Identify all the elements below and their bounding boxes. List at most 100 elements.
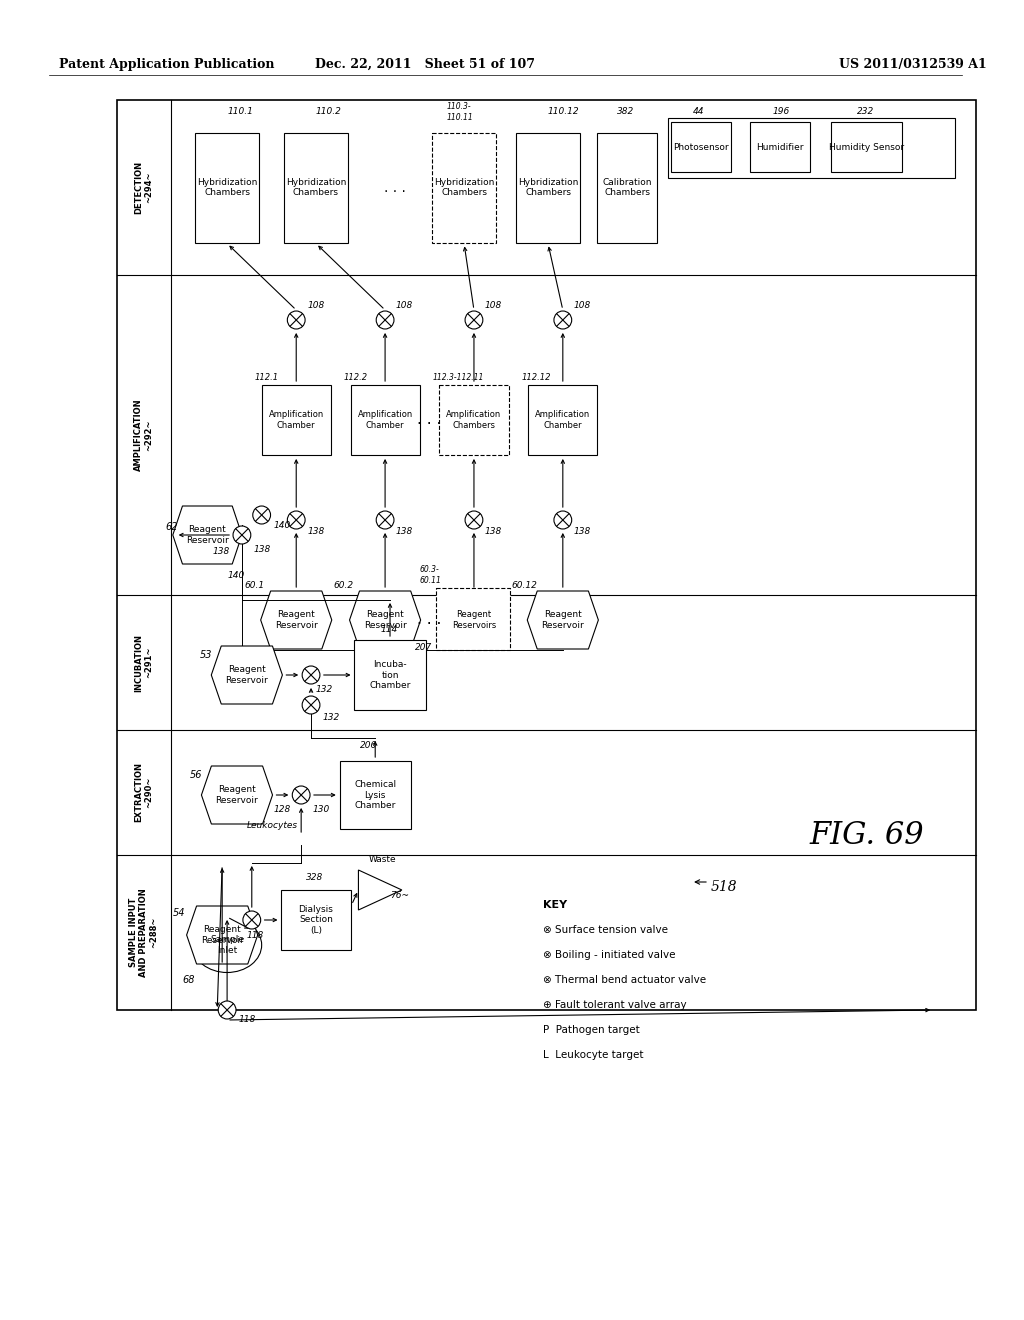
Circle shape xyxy=(376,312,394,329)
Circle shape xyxy=(288,312,305,329)
Text: 60.12: 60.12 xyxy=(511,581,538,590)
Bar xyxy=(439,385,509,455)
Text: 118: 118 xyxy=(239,1015,256,1024)
Ellipse shape xyxy=(193,917,262,973)
Text: ⊗ Surface tension valve: ⊗ Surface tension valve xyxy=(543,925,668,935)
Text: Reagent
Reservoir: Reagent Reservoir xyxy=(225,665,268,685)
Bar xyxy=(751,121,810,172)
Text: 128: 128 xyxy=(273,804,291,813)
Polygon shape xyxy=(202,766,272,824)
Text: 114: 114 xyxy=(380,626,397,635)
Circle shape xyxy=(465,511,483,529)
Text: Reagent
Reservoirs: Reagent Reservoirs xyxy=(452,610,496,630)
Text: 108: 108 xyxy=(573,301,591,309)
Text: 108: 108 xyxy=(307,301,325,309)
Text: . . .: . . . xyxy=(384,181,406,194)
Circle shape xyxy=(302,696,319,714)
Text: Amplification
Chamber: Amplification Chamber xyxy=(536,411,591,430)
Text: 132: 132 xyxy=(323,713,340,722)
Text: 140: 140 xyxy=(273,520,291,529)
Text: 328: 328 xyxy=(306,874,324,883)
Text: Reagent
Reservoir: Reagent Reservoir xyxy=(274,610,317,630)
Text: 76~: 76~ xyxy=(390,891,409,899)
Text: L  Leukocyte target: L Leukocyte target xyxy=(543,1049,643,1060)
Text: Amplification
Chamber: Amplification Chamber xyxy=(268,411,324,430)
Bar xyxy=(282,890,350,950)
Text: Reagent
Reservoir: Reagent Reservoir xyxy=(216,785,258,805)
Text: Calibration
Chambers: Calibration Chambers xyxy=(602,178,651,197)
Text: 130: 130 xyxy=(313,804,331,813)
Circle shape xyxy=(554,312,571,329)
Text: AMPLIFICATION
~292~: AMPLIFICATION ~292~ xyxy=(134,399,154,471)
Text: Incuba-
tion
Chamber: Incuba- tion Chamber xyxy=(370,660,411,690)
Text: Reagent
Reservoir: Reagent Reservoir xyxy=(364,610,407,630)
Bar xyxy=(669,117,954,178)
Text: 110.2: 110.2 xyxy=(316,107,342,116)
Polygon shape xyxy=(527,591,598,649)
Circle shape xyxy=(253,506,270,524)
Text: 138: 138 xyxy=(484,528,502,536)
Text: ⊗ Thermal bend actuator valve: ⊗ Thermal bend actuator valve xyxy=(543,975,707,985)
Polygon shape xyxy=(261,591,332,649)
Text: Chemical
Lysis
Chamber: Chemical Lysis Chamber xyxy=(354,780,396,810)
Text: 118: 118 xyxy=(247,931,264,940)
Bar xyxy=(528,385,597,455)
Text: DETECTION
~294~: DETECTION ~294~ xyxy=(134,161,154,214)
Circle shape xyxy=(243,911,261,929)
Text: 110.3-
110.11: 110.3- 110.11 xyxy=(446,103,473,121)
Bar xyxy=(516,132,581,243)
Text: 196: 196 xyxy=(772,107,790,116)
Text: Hybridization
Chambers: Hybridization Chambers xyxy=(434,178,495,197)
Polygon shape xyxy=(173,506,242,564)
Bar xyxy=(354,640,426,710)
Text: Hybridization
Chambers: Hybridization Chambers xyxy=(518,178,579,197)
Text: Hybridization
Chambers: Hybridization Chambers xyxy=(286,178,346,197)
Text: 112.1: 112.1 xyxy=(255,374,279,383)
Circle shape xyxy=(288,511,305,529)
Text: Amplification
Chambers: Amplification Chambers xyxy=(446,411,502,430)
Text: Photosensor: Photosensor xyxy=(673,143,729,152)
Text: 60.2: 60.2 xyxy=(334,581,354,590)
Text: FIG. 69: FIG. 69 xyxy=(810,820,925,851)
Bar xyxy=(672,121,731,172)
Text: 53: 53 xyxy=(200,649,212,660)
Text: Leukocytes: Leukocytes xyxy=(247,821,298,829)
Text: 44: 44 xyxy=(693,107,705,116)
Bar xyxy=(436,587,511,649)
Text: Reagent
Reservoir: Reagent Reservoir xyxy=(201,925,244,945)
Polygon shape xyxy=(211,645,283,704)
Text: . . .: . . . xyxy=(418,412,441,428)
Circle shape xyxy=(218,1001,236,1019)
Polygon shape xyxy=(358,870,401,909)
Polygon shape xyxy=(349,591,421,649)
Text: 207: 207 xyxy=(415,643,432,652)
Text: Dialysis
Section
(L): Dialysis Section (L) xyxy=(299,906,334,935)
Text: 110.12: 110.12 xyxy=(548,107,580,116)
Text: Humidifier: Humidifier xyxy=(757,143,804,152)
Text: ⊗ Boiling - initiated valve: ⊗ Boiling - initiated valve xyxy=(543,950,676,960)
Circle shape xyxy=(554,511,571,529)
Text: EXTRACTION
~290~: EXTRACTION ~290~ xyxy=(134,763,154,822)
Text: 232: 232 xyxy=(857,107,874,116)
Text: 112.12: 112.12 xyxy=(521,374,551,383)
Text: 138: 138 xyxy=(396,528,414,536)
Text: 138: 138 xyxy=(307,528,325,536)
Bar xyxy=(284,132,348,243)
Text: 68: 68 xyxy=(182,975,196,985)
Bar xyxy=(432,132,497,243)
Text: Patent Application Publication: Patent Application Publication xyxy=(59,58,274,71)
Text: 110.1: 110.1 xyxy=(227,107,253,116)
Circle shape xyxy=(302,667,319,684)
Text: Reagent
Reservoir: Reagent Reservoir xyxy=(542,610,585,630)
Text: 56: 56 xyxy=(189,770,202,780)
Text: Dec. 22, 2011   Sheet 51 of 107: Dec. 22, 2011 Sheet 51 of 107 xyxy=(314,58,535,71)
Text: KEY: KEY xyxy=(543,900,567,909)
Text: 138: 138 xyxy=(254,544,271,553)
Circle shape xyxy=(292,785,310,804)
Text: Amplification
Chamber: Amplification Chamber xyxy=(357,411,413,430)
Text: 108: 108 xyxy=(396,301,414,309)
Text: 138: 138 xyxy=(212,546,229,556)
Bar xyxy=(195,132,259,243)
Text: 60.3-
60.11: 60.3- 60.11 xyxy=(420,565,441,585)
Text: 112.3-112.11: 112.3-112.11 xyxy=(432,374,484,383)
